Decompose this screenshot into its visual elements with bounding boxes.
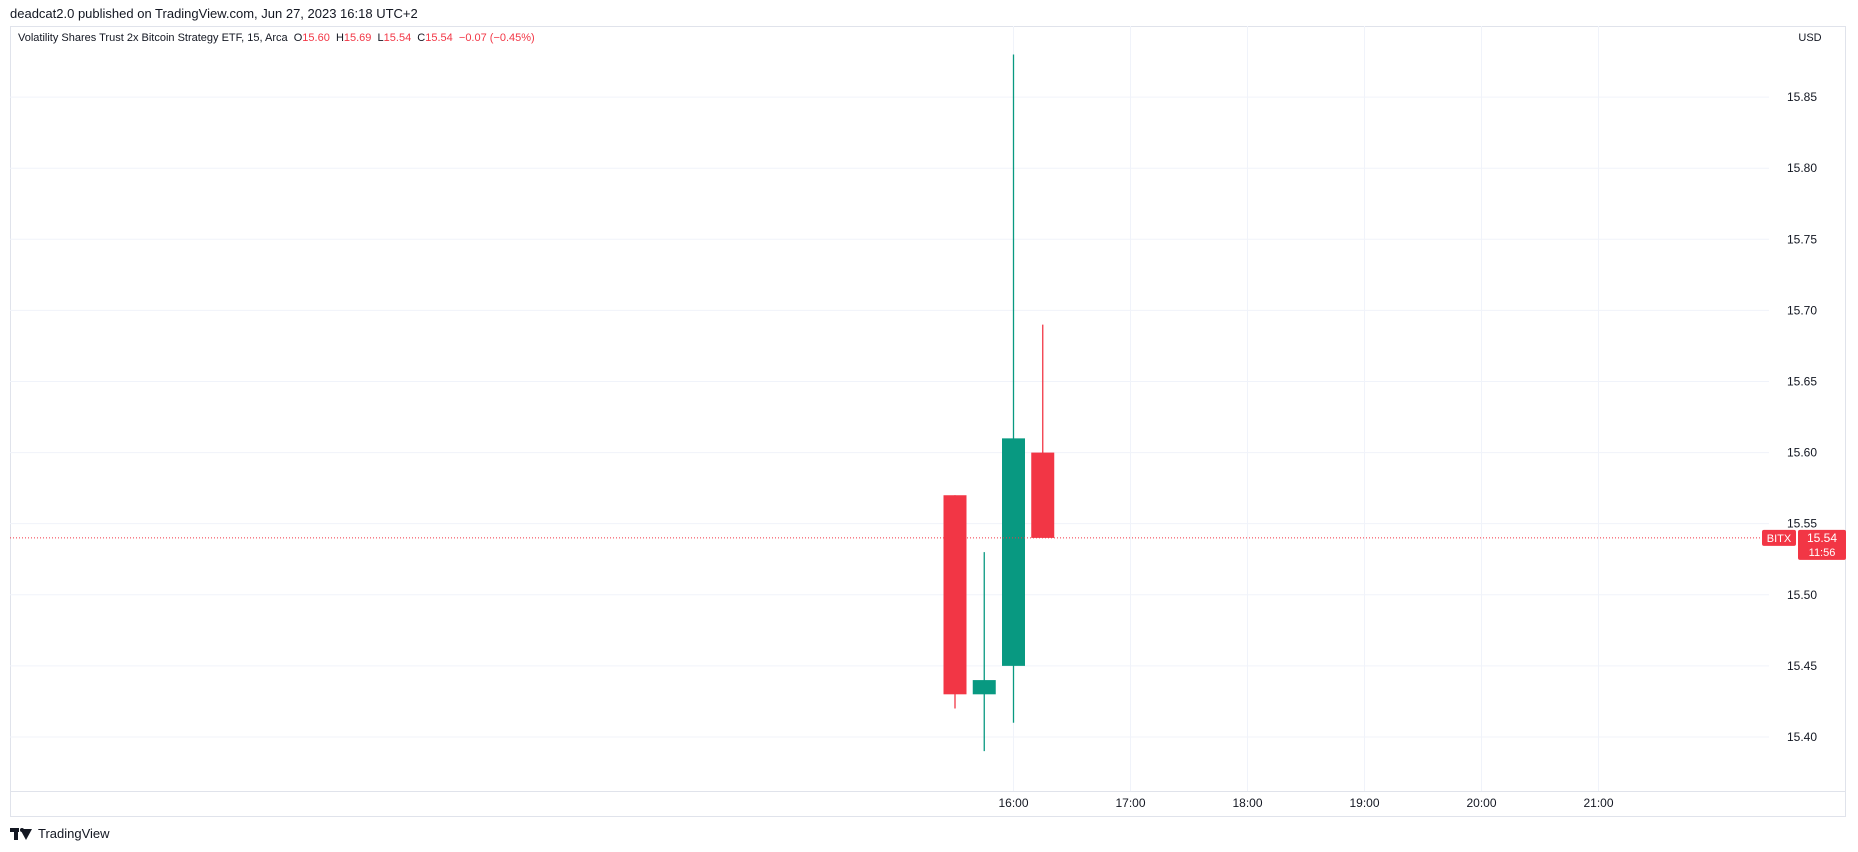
legend-low: 15.54 [384,32,418,44]
legend-close-label: C [417,32,425,44]
legend-high: 15.69 [344,32,378,44]
symbol-tag: BITX [1767,533,1792,545]
y-tick-label: 15.55 [1787,517,1817,531]
candle-body[interactable] [943,495,967,695]
footer-branding: TradingView [10,826,110,841]
chart-legend: Volatility Shares Trust 2x Bitcoin Strat… [18,32,535,44]
symbol-tag-bg [1762,529,1796,546]
publish-info: deadcat2.0 published on TradingView.com,… [10,6,418,21]
x-tick-label: 18:00 [1232,796,1262,810]
legend-close: 15.54 [425,32,459,44]
candle-body[interactable] [1031,452,1055,538]
x-tick-label: 21:00 [1583,796,1613,810]
last-price-badge [1798,529,1846,560]
footer-brand-text: TradingView [38,826,110,841]
candle-body[interactable] [1002,438,1025,666]
x-tick-label: 20:00 [1466,796,1496,810]
y-tick-label: 15.40 [1787,730,1817,744]
y-tick-label: 15.75 [1787,232,1817,246]
currency-label: USD [1798,32,1821,44]
legend-change: −0.07 (−0.45%) [459,32,535,44]
tradingview-logo-icon [10,827,32,840]
last-price-value: 15.54 [1807,531,1837,545]
legend-high-label: H [336,32,344,44]
legend-low-label: L [378,32,384,44]
bar-countdown: 11:56 [1809,547,1836,559]
x-tick-label: 16:00 [998,796,1028,810]
y-tick-label: 15.50 [1787,588,1817,602]
y-tick-label: 15.70 [1787,303,1817,317]
y-tick-label: 15.85 [1787,90,1817,104]
legend-name: Volatility Shares Trust 2x Bitcoin Strat… [18,32,294,44]
y-tick-label: 15.65 [1787,374,1817,388]
x-tick-label: 19:00 [1349,796,1379,810]
y-tick-label: 15.45 [1787,659,1817,673]
x-tick-label: 17:00 [1115,796,1145,810]
candlestick-chart[interactable]: 15.40 15.45 15.50 15.55 15.60 15.65 15.70 15.75… [10,26,1846,817]
candle-body[interactable] [972,680,996,695]
y-tick-label: 15.60 [1787,446,1817,460]
y-tick-label: 15.80 [1787,161,1817,175]
legend-open-label: O [294,32,303,44]
legend-open: 15.60 [302,32,336,44]
chart-frame [10,26,1846,817]
